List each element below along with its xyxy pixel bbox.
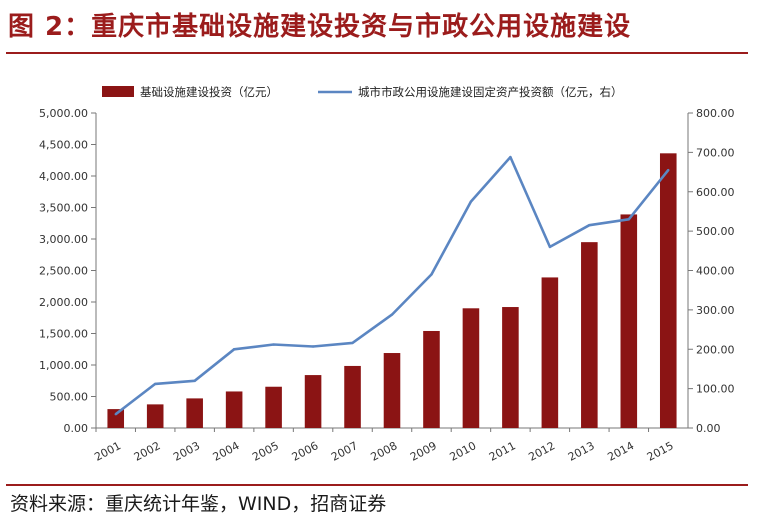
- x-tick-label: 2012: [526, 439, 557, 464]
- bar: [107, 409, 125, 428]
- bar: [659, 153, 677, 428]
- y-left-tick-label: 1,000.00: [39, 359, 88, 372]
- chart: 基础设施建设投资（亿元） 城市市政公用设施建设固定资产投资额（亿元，右） 0.00…: [39, 85, 734, 464]
- y-right-tick-label: 400.00: [696, 265, 735, 278]
- x-tick-label: 2010: [448, 439, 479, 464]
- bar: [304, 375, 322, 428]
- y-right-tick-label: 0.00: [696, 422, 721, 435]
- y-left-tick-label: 4,000.00: [39, 170, 88, 183]
- source-note: 资料来源：重庆统计年鉴，WIND，招商证券: [10, 493, 387, 515]
- line-point: [232, 348, 236, 351]
- line-point: [114, 413, 117, 416]
- x-tick-label: 2003: [171, 439, 202, 464]
- y-left-tick-label: 3,500.00: [39, 202, 88, 215]
- line-point: [154, 382, 157, 386]
- x-tick-label: 2014: [605, 439, 636, 464]
- legend-bar-label: 基础设施建设投资（亿元）: [140, 85, 278, 99]
- line-point: [548, 245, 552, 249]
- line-point: [193, 379, 196, 382]
- title-divider: [6, 52, 748, 54]
- y-right-tick-label: 300.00: [696, 304, 735, 317]
- bar: [344, 365, 361, 428]
- x-tick-label: 2007: [329, 439, 360, 464]
- x-tick-label: 2004: [211, 439, 242, 464]
- y-left-tick-label: 5,000.00: [39, 107, 88, 120]
- x-tick-label: 2011: [487, 439, 518, 464]
- line-point: [390, 313, 394, 316]
- x-tick-label: 2001: [92, 439, 123, 464]
- y-left-tick-label: 2,000.00: [39, 296, 88, 309]
- y-left-tick-label: 3,000.00: [39, 233, 88, 246]
- line-point: [469, 200, 473, 203]
- bar: [502, 307, 519, 428]
- bar: [620, 214, 638, 428]
- y-right-tick-label: 700.00: [696, 146, 735, 159]
- y-right-tick-label: 800.00: [696, 107, 735, 120]
- y-right-tick-label: 500.00: [696, 225, 735, 238]
- line-point: [509, 155, 512, 159]
- y-left-tick-label: 4,500.00: [39, 139, 88, 152]
- bar: [462, 308, 480, 428]
- y-right-tick-label: 100.00: [696, 383, 735, 396]
- source-divider: [6, 484, 748, 486]
- y-left-tick-label: 1,500.00: [39, 328, 88, 341]
- line-point: [351, 341, 354, 345]
- line-series: [114, 155, 670, 416]
- y-left-tick-label: 0.00: [64, 422, 89, 435]
- y-right-tick-label: 600.00: [696, 186, 735, 199]
- x-tick-label: 2006: [290, 439, 321, 464]
- line-point: [272, 343, 275, 346]
- figure-title: 图 2：重庆市基础设施建设投资与市政公用设施建设: [8, 12, 632, 42]
- x-tick-label: 2005: [250, 439, 281, 464]
- bar: [383, 353, 401, 428]
- x-tick-label: 2015: [645, 439, 676, 464]
- legend-bar-swatch: [102, 86, 134, 97]
- bar: [581, 242, 598, 428]
- bar: [186, 398, 203, 428]
- y-right-tick-label: 200.00: [696, 343, 735, 356]
- line-point: [667, 168, 670, 172]
- line-point: [588, 224, 591, 227]
- y-left-tick-label: 500.00: [50, 391, 89, 404]
- x-tick-label: 2013: [566, 439, 597, 464]
- legend-line-label: 城市市政公用设施建设固定资产投资额（亿元，右）: [358, 85, 623, 99]
- x-tick-label: 2002: [132, 439, 163, 464]
- x-axis-ticks: 2001 2002 2003 2004 2005 2006 2007 2008 2009 2010…: [92, 428, 676, 464]
- x-tick-label: 2009: [408, 439, 439, 464]
- bar-series: [107, 153, 677, 428]
- bar: [423, 330, 440, 428]
- x-tick-label: 2008: [369, 439, 400, 464]
- y-left-tick-label: 2,500.00: [39, 265, 88, 278]
- line-point: [311, 345, 315, 348]
- bar: [541, 277, 559, 428]
- bar: [146, 404, 164, 428]
- bar: [265, 386, 282, 428]
- bar: [225, 391, 243, 428]
- line-point: [627, 218, 630, 221]
- axes: 0.00 500.00 1,000.00 1,500.00 2,000.00 2,500.…: [39, 107, 734, 435]
- line-point: [430, 273, 433, 276]
- legend: 基础设施建设投资（亿元） 城市市政公用设施建设固定资产投资额（亿元，右）: [102, 85, 623, 99]
